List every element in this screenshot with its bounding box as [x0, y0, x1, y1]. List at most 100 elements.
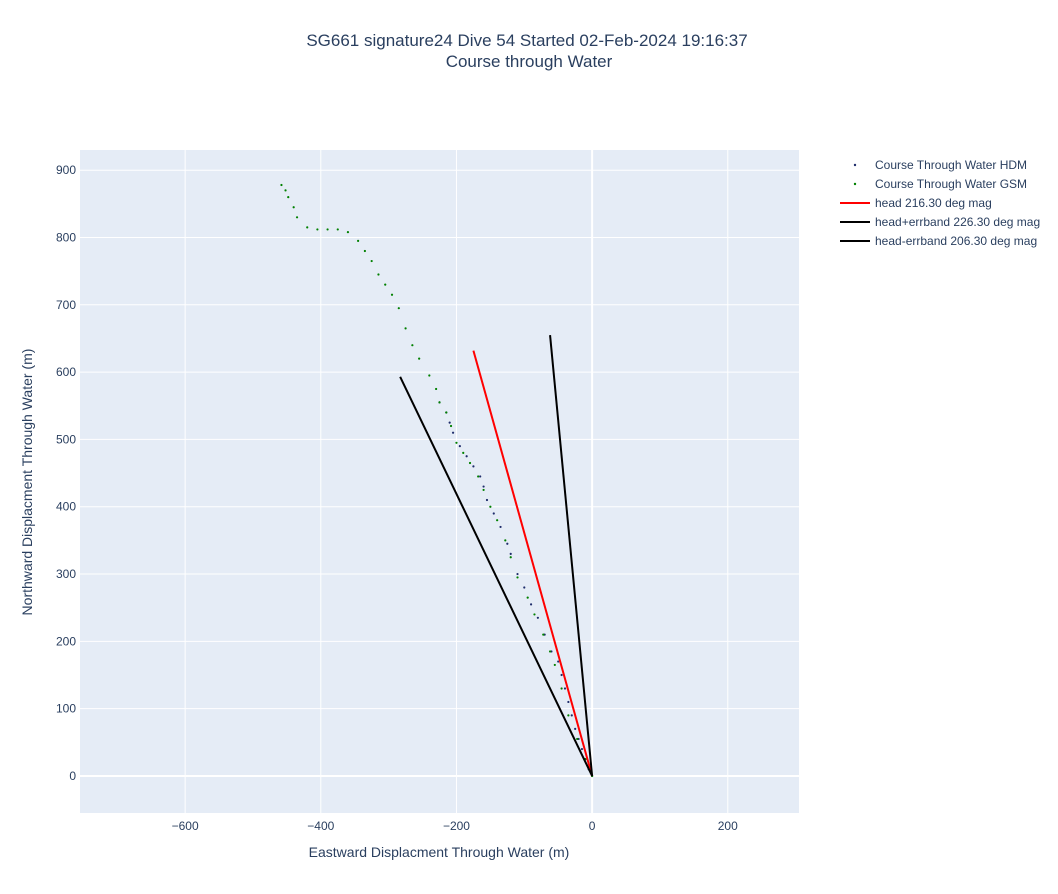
data-point — [472, 465, 475, 468]
data-point — [548, 650, 552, 653]
zero-lines — [80, 150, 799, 813]
y-tick-label: 100 — [56, 702, 76, 716]
x-tick-label: −400 — [307, 819, 334, 833]
data-point — [570, 714, 573, 717]
x-tick-label: −600 — [172, 819, 199, 833]
data-point — [445, 411, 448, 414]
legend-item[interactable]: Course Through Water HDM — [853, 158, 1027, 172]
legend-label: Course Through Water HDM — [875, 158, 1027, 172]
heading-line — [399, 376, 594, 777]
heading-line — [472, 350, 594, 777]
data-point — [363, 249, 366, 253]
data-point — [438, 401, 441, 404]
data-point — [553, 663, 556, 667]
legend-label: head-errband 206.30 deg mag — [875, 234, 1037, 248]
data-point — [451, 431, 455, 434]
y-tick-label: 800 — [56, 231, 76, 245]
legend-item[interactable]: head+errband 226.30 deg mag — [840, 215, 1040, 229]
data-point — [465, 455, 468, 458]
chart-title: SG661 signature24 Dive 54 Started 02-Feb… — [306, 31, 747, 50]
series-head-errband-206-30-deg-mag — [549, 335, 594, 777]
y-tick-label: 200 — [56, 634, 76, 648]
data-point — [542, 633, 545, 636]
x-axis-title: Eastward Displacment Through Water (m) — [309, 844, 570, 860]
data-point — [418, 357, 421, 360]
data-point — [468, 461, 472, 465]
data-point — [384, 283, 387, 286]
data-point — [462, 451, 465, 454]
y-tick-label: 900 — [56, 163, 76, 177]
data-point — [284, 189, 287, 192]
legend-label: head+errband 226.30 deg mag — [875, 215, 1040, 229]
data-point — [526, 596, 529, 599]
data-point — [326, 228, 329, 231]
data-point — [404, 327, 407, 330]
data-point — [536, 616, 539, 619]
data-point — [560, 673, 563, 677]
plot-area — [80, 150, 799, 813]
data-point — [479, 475, 482, 478]
data-point — [370, 259, 373, 263]
data-point — [523, 586, 526, 589]
data-point — [560, 687, 563, 690]
data-point — [292, 206, 295, 209]
data-point — [455, 441, 458, 444]
y-tick-label: 300 — [56, 567, 76, 581]
grid-lines — [80, 150, 799, 813]
data-point — [576, 737, 579, 741]
data-point — [390, 293, 394, 296]
data-point — [580, 747, 584, 751]
data-point — [563, 687, 567, 690]
data-point — [306, 226, 309, 229]
y-tick-label: 600 — [56, 365, 76, 379]
data-point — [357, 239, 360, 242]
y-axis-title: Northward Displacment Through Water (m) — [19, 349, 35, 616]
data-point — [477, 475, 480, 478]
data-point — [509, 556, 512, 559]
data-point — [377, 273, 380, 276]
data-point — [567, 714, 570, 717]
data-point — [449, 424, 453, 428]
data-point — [499, 525, 502, 529]
data-point — [411, 344, 414, 347]
legend-swatch — [853, 163, 857, 167]
y-axis-ticks: 0 100 200 300 400 500 600 700 800 900 — [56, 163, 76, 783]
data-point — [346, 231, 350, 234]
data-point — [533, 613, 536, 616]
y-tick-label: 0 — [69, 769, 76, 783]
legend-item[interactable]: head-errband 206.30 deg mag — [840, 234, 1037, 248]
x-tick-label: 0 — [589, 819, 596, 833]
x-tick-label: −200 — [443, 819, 470, 833]
y-tick-label: 700 — [56, 298, 76, 312]
series-head-216-30-deg-mag — [472, 350, 594, 777]
data-point — [509, 552, 512, 555]
data-point — [482, 485, 485, 488]
series-head-errband-226-30-deg-mag — [399, 376, 594, 777]
data-point — [516, 572, 519, 576]
legend-item[interactable]: Course Through Water GSM — [853, 177, 1027, 191]
data-point — [485, 498, 489, 502]
data-point — [504, 539, 507, 542]
legend-item[interactable]: head 216.30 deg mag — [840, 196, 992, 210]
data-point — [295, 216, 299, 219]
legend[interactable]: Course Through Water HDM Course Through W… — [840, 158, 1040, 248]
legend-swatch — [853, 182, 857, 186]
data-point — [287, 196, 290, 199]
data-point — [492, 512, 495, 515]
data-point — [458, 445, 461, 448]
heading-line — [549, 335, 594, 777]
chart-subtitle: Course through Water — [446, 52, 613, 71]
data-point — [516, 576, 519, 579]
x-axis-ticks: −600 −400 −200 0 200 — [172, 819, 738, 833]
data-point — [435, 387, 438, 391]
data-point — [336, 228, 339, 231]
data-point — [529, 603, 533, 606]
data-point — [428, 374, 431, 377]
data-point — [316, 228, 319, 231]
y-tick-label: 500 — [56, 432, 76, 446]
series-course-through-water-gsm — [280, 183, 594, 778]
data-point — [496, 519, 499, 522]
data-point — [397, 307, 400, 310]
traces — [280, 183, 594, 778]
data-point — [448, 421, 451, 424]
